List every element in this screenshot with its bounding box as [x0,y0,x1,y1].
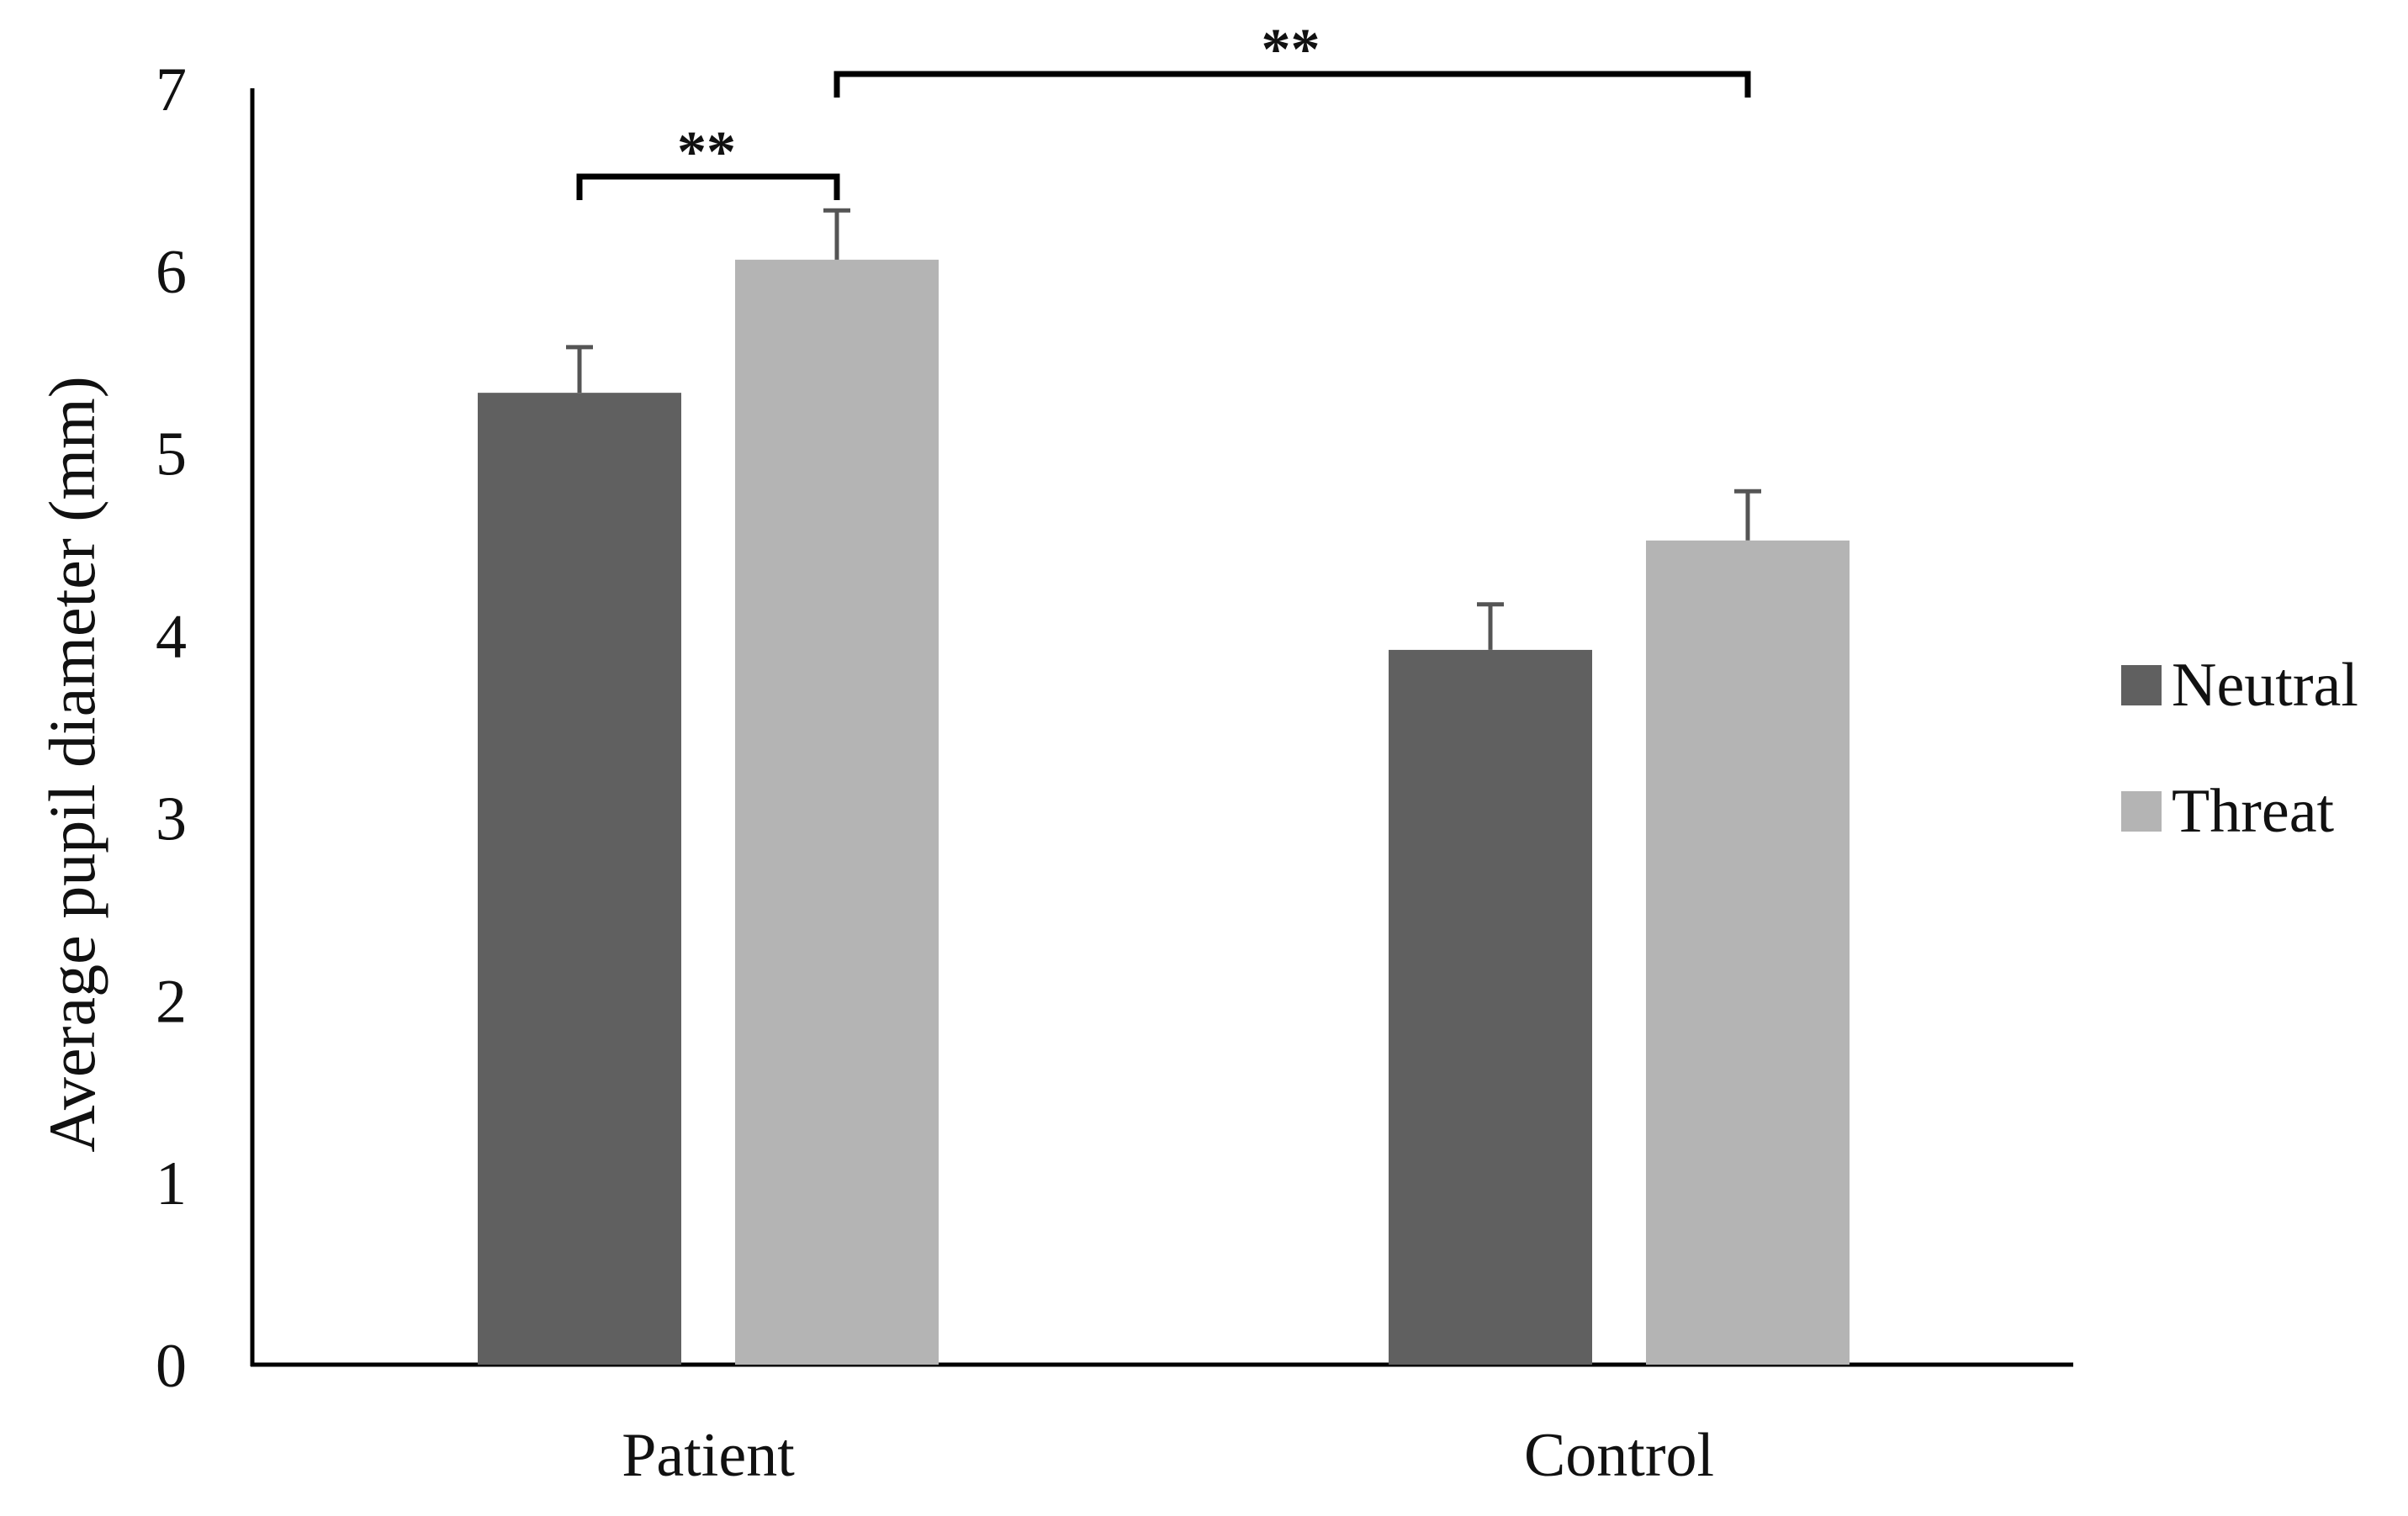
x-category-label: Patient [622,1421,795,1490]
bar-threat-patient [735,259,939,1365]
significance-label: ** [677,120,736,185]
legend-swatch-threat [2121,791,2162,832]
y-axis-title: Average pupil diameter (mm) [35,376,108,1152]
y-tick-label: 3 [156,784,187,853]
y-tick-label: 6 [156,238,187,307]
significance-bracket [834,71,1751,98]
y-tick-label: 0 [156,1332,187,1401]
y-tick-label: 4 [156,603,187,672]
legend-label-threat: Threat [2172,777,2335,846]
bar-threat-control [1646,540,1850,1365]
y-tick-label: 7 [156,55,187,124]
y-tick-label: 2 [156,967,187,1036]
legend-swatch-neutral [2121,665,2162,705]
x-category-label: Control [1524,1421,1714,1490]
bar-neutral-control [1389,649,1592,1365]
significance-label: ** [1262,18,1320,82]
y-tick-label: 5 [156,420,187,489]
legend-label-neutral: Neutral [2172,651,2358,720]
y-tick-label: 1 [156,1149,187,1218]
significance-bracket [576,173,840,200]
bar-neutral-patient [478,393,681,1365]
